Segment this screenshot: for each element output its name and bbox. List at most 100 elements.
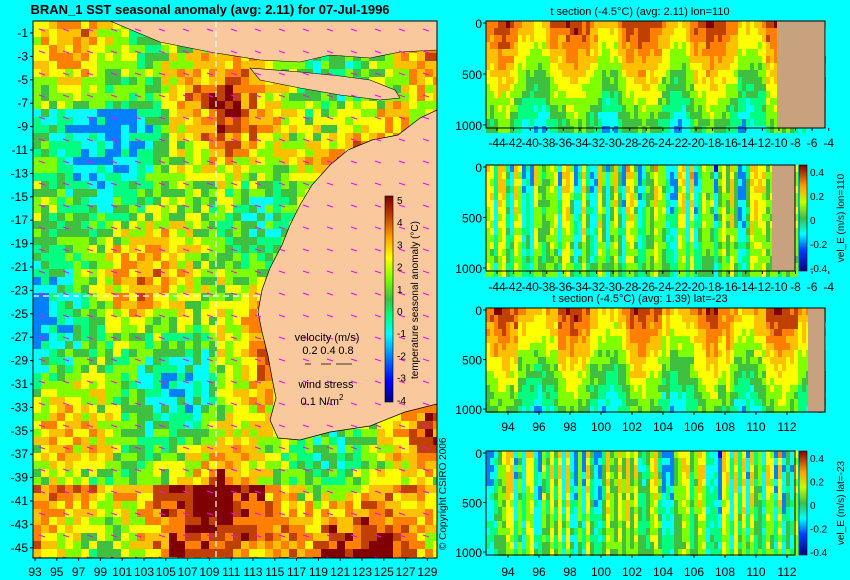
wind-stress-arrow: [422, 94, 430, 98]
section-cell: [566, 28, 570, 35]
map-cell: [153, 53, 161, 61]
section-cell: [686, 56, 690, 63]
map-cell: [385, 125, 393, 133]
map-cell: [145, 125, 153, 133]
section-cell: [686, 77, 690, 84]
section-cell: [638, 77, 642, 84]
section-cell: [710, 105, 714, 112]
section-cell: [534, 126, 538, 133]
wind-stress-arrow: [230, 72, 238, 76]
map-cell: [297, 501, 305, 509]
map-cell: [97, 205, 105, 213]
map-cell: [321, 485, 329, 493]
map-cell: [425, 493, 433, 501]
map-cell: [153, 213, 161, 221]
map-cell: [185, 341, 193, 349]
map-cell: [81, 525, 89, 533]
map-cell: [169, 245, 177, 253]
wind-stress-arrow: [62, 204, 70, 208]
map-cell: [81, 53, 89, 61]
map-cell: [145, 197, 153, 205]
section-cell: [618, 77, 622, 84]
section-cell: [654, 119, 658, 126]
section-cell: [646, 70, 650, 77]
section-cell: [674, 56, 678, 63]
map-cell: [289, 197, 297, 205]
map-cell: [417, 109, 425, 117]
map-cell: [313, 485, 321, 493]
section-cell: [566, 42, 570, 49]
section-cell: [510, 119, 514, 126]
map-cell: [249, 549, 257, 557]
section-cell: [594, 126, 598, 133]
map-cell: [145, 245, 153, 253]
section-cell: [490, 98, 494, 105]
wind-stress-arrow: [398, 28, 406, 32]
map-cell: [113, 421, 121, 429]
map-cell: [105, 461, 113, 469]
section-cell: [534, 35, 538, 42]
map-cell: [217, 437, 225, 445]
map-cell: [65, 21, 73, 29]
section-cell: [578, 105, 582, 112]
section-cell: [526, 56, 530, 63]
map-cell: [33, 341, 41, 349]
section-cell: [670, 91, 674, 98]
map-cell: [409, 501, 417, 509]
map-cell: [385, 77, 393, 85]
map-cell: [113, 373, 121, 381]
map-cell: [89, 485, 97, 493]
map-cell: [281, 469, 289, 477]
section-cell: [578, 98, 582, 105]
map-cell: [361, 485, 369, 493]
wind-stress-arrow: [374, 94, 382, 98]
map-cell: [305, 101, 313, 109]
map-cell: [113, 389, 121, 397]
map-cell: [353, 509, 361, 517]
map-y-tick-label: -13: [11, 166, 29, 180]
map-cell: [209, 213, 217, 221]
map-cell: [41, 461, 49, 469]
section-cell: [606, 56, 610, 63]
section-cell: [538, 21, 542, 28]
section-cell: [666, 105, 670, 112]
map-cell: [225, 69, 233, 77]
section-cell: [638, 105, 642, 112]
section-cell: [498, 112, 502, 119]
map-cell: [273, 517, 281, 525]
wind-stress-arrow: [350, 182, 358, 186]
section-cell: [534, 98, 538, 105]
map-cell: [185, 109, 193, 117]
map-cell: [33, 437, 41, 445]
section-cell: [510, 21, 514, 28]
wind-stress-arrow: [254, 72, 262, 76]
wind-stress-arrow: [110, 380, 118, 384]
map-cell: [233, 173, 241, 181]
map-cell: [433, 453, 437, 461]
map-cell: [273, 125, 281, 133]
map-cell: [257, 117, 265, 125]
map-cell: [289, 533, 297, 541]
map-cell: [249, 253, 257, 261]
map-cell: [161, 149, 169, 157]
map-cell: [313, 517, 321, 525]
map-cell: [145, 285, 153, 293]
section-cell: [550, 98, 554, 105]
map-cell: [185, 205, 193, 213]
map-cell: [289, 461, 297, 469]
map-cell: [33, 197, 41, 205]
map-cell: [89, 293, 97, 301]
map-cell: [185, 45, 193, 53]
map-cell: [177, 437, 185, 445]
map-cell: [201, 373, 209, 381]
map-cell: [129, 53, 137, 61]
section-cell: [562, 112, 566, 119]
map-cell: [225, 445, 233, 453]
section-cell: [674, 91, 678, 98]
wind-stress-arrow: [38, 72, 46, 76]
map-x-tick-label: 111: [222, 565, 241, 579]
map-cell: [105, 29, 113, 37]
map-cell: [129, 45, 137, 53]
map-cell: [201, 437, 209, 445]
